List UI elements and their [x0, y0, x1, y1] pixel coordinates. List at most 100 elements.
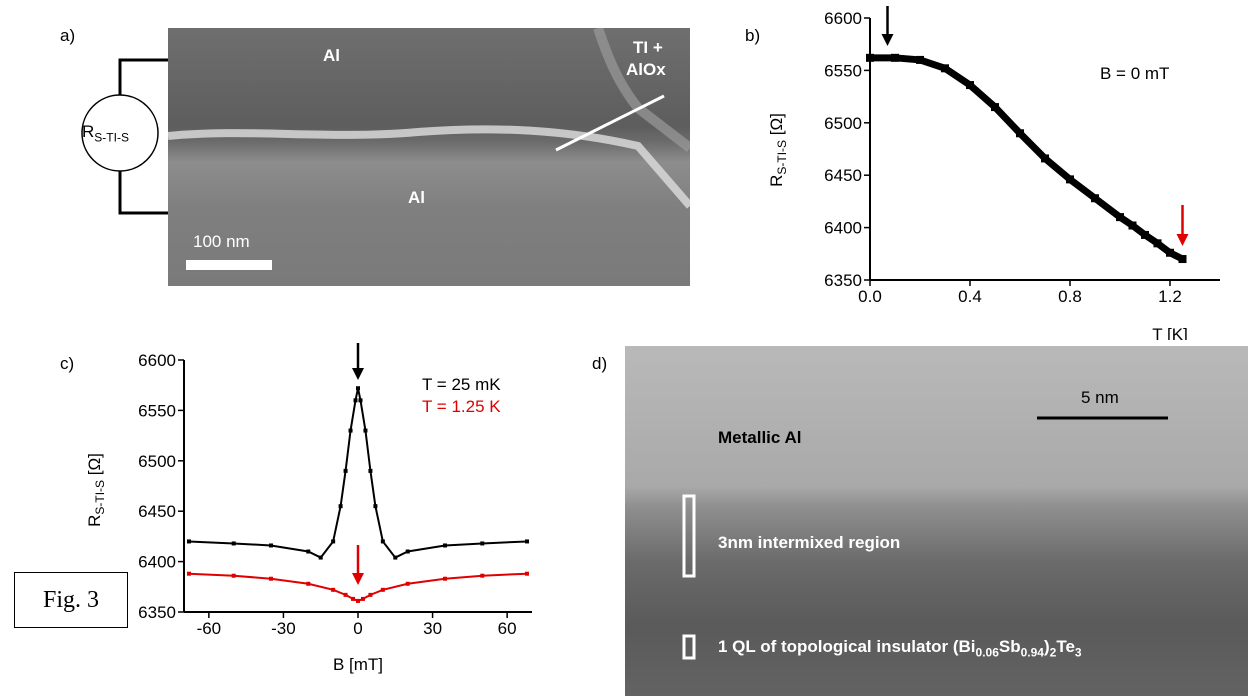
data-point — [1178, 255, 1187, 264]
data-point — [1153, 239, 1162, 248]
arrow-red-head — [1176, 234, 1189, 246]
y-tick-label: 6500 — [138, 452, 176, 471]
data-point — [360, 596, 365, 601]
data-point — [525, 539, 530, 544]
al-bottom-label: Al — [408, 188, 425, 207]
data-point — [443, 576, 447, 581]
data-point — [1116, 213, 1124, 222]
data-point — [356, 598, 360, 603]
tem-image: 5 nm Metallic Al 3nm intermixed region 1… — [625, 346, 1248, 696]
data-point — [231, 541, 236, 546]
data-point — [966, 81, 974, 90]
data-point — [269, 576, 273, 581]
data-point — [1141, 230, 1149, 239]
arrow-black-c-head — [352, 368, 364, 380]
resistance-symbol: RS-TI-S — [82, 122, 129, 144]
y-tick-label: 6500 — [824, 114, 862, 133]
x-tick-label: -30 — [271, 619, 296, 638]
data-point — [393, 555, 398, 560]
chart-b: 6350 6400 6450 6500 6550 6600 0.0 0.4 0.8 1.2 T [K… — [767, 6, 1220, 340]
data-point — [306, 581, 311, 586]
ti-label-line1: TI + — [633, 38, 663, 57]
legend-entry: T = 25 mK — [422, 375, 501, 394]
ql-sub2: 0.94 — [1020, 645, 1044, 660]
arrow-black-head — [881, 34, 894, 46]
x-tick-label: -60 — [197, 619, 222, 638]
arrow-red-c-head — [352, 573, 364, 585]
data-point — [368, 468, 373, 473]
series-line-0 — [870, 54, 1185, 263]
ql-sub4: 3 — [1074, 645, 1082, 660]
panel-c-label: c) — [60, 354, 75, 373]
x-tick-label: 0.4 — [958, 287, 982, 306]
data-point — [405, 549, 410, 554]
tem-scalebar-label: 5 nm — [1081, 388, 1119, 407]
data-point — [891, 53, 899, 62]
data-point — [866, 53, 874, 62]
data-point — [941, 64, 949, 73]
y-tick-label: 6550 — [824, 61, 862, 80]
x-tick-label: 30 — [423, 619, 442, 638]
resistance-main: R — [82, 122, 95, 141]
x-axis-label: B [mT] — [333, 655, 383, 674]
x-tick-label: 0.0 — [858, 287, 882, 306]
data-point — [368, 592, 373, 597]
data-point — [353, 398, 358, 403]
y-tick-label: 6450 — [824, 166, 862, 185]
data-point — [480, 573, 485, 578]
y-tick-label: 6350 — [824, 271, 862, 290]
sem-texture — [168, 28, 690, 270]
data-point — [525, 571, 530, 576]
ti-label-line2: AlOx — [626, 60, 666, 79]
data-point — [991, 103, 999, 112]
annotation-b: B = 0 mT — [1100, 64, 1169, 83]
data-point — [338, 504, 343, 509]
data-point — [358, 398, 363, 403]
data-point — [318, 555, 323, 560]
fig-label: Fig. 3 — [14, 572, 128, 628]
sem-scalebar-label: 100 nm — [193, 232, 250, 251]
y-tick-label: 6600 — [824, 9, 862, 28]
data-point — [363, 428, 368, 433]
y-tick-label: 6550 — [138, 401, 176, 420]
data-point — [356, 386, 360, 391]
data-point — [1128, 221, 1137, 230]
data-point — [186, 571, 191, 576]
ql-end: Te — [1056, 637, 1075, 656]
ql-mid: Sb — [998, 637, 1021, 656]
data-point — [373, 504, 378, 509]
panel-b-label: b) — [745, 26, 761, 45]
ql-close: ) — [1043, 637, 1050, 656]
data-point — [1041, 154, 1049, 163]
y-tick-label: 6400 — [824, 219, 862, 238]
al-top-label: Al — [323, 46, 340, 65]
data-point — [231, 573, 236, 578]
panel-a-label: a) — [60, 26, 76, 45]
tem-overlay — [682, 416, 1168, 660]
x-tick-label: 0.8 — [1058, 287, 1082, 306]
sem-image: Al Al TI + AlOx 100 nm — [168, 28, 690, 286]
ql-sub1: 0.06 — [975, 645, 999, 660]
ql-sub3: 2 — [1049, 645, 1057, 660]
resistance-sub: S-TI-S — [94, 130, 129, 145]
data-point — [916, 55, 924, 64]
y-tick-label: 6450 — [138, 502, 176, 521]
data-point — [343, 592, 348, 597]
x-tick-label: 1.2 — [1158, 287, 1182, 306]
y-tick-label: 6350 — [138, 603, 176, 622]
x-tick-label: 60 — [498, 619, 517, 638]
data-point — [1016, 129, 1024, 138]
x-tick-label: 0 — [353, 619, 362, 638]
data-point — [186, 539, 191, 544]
y-axis-label: RS-TI-S [Ω] — [85, 453, 107, 527]
data-point — [380, 539, 385, 544]
ql-label: 1 QL of topological insulator (Bi0.06Sb0… — [718, 637, 1082, 659]
data-point — [343, 468, 348, 473]
data-point — [1091, 194, 1099, 203]
panel-d-label: d) — [592, 354, 608, 373]
data-point — [331, 587, 336, 592]
chart-c: 6350 6400 6450 6500 6550 6600 -60 -30 0 30 60 B [mT… — [85, 343, 532, 674]
data-point — [331, 539, 336, 544]
metallic-al-label: Metallic Al — [718, 428, 802, 447]
data-point — [348, 428, 353, 433]
